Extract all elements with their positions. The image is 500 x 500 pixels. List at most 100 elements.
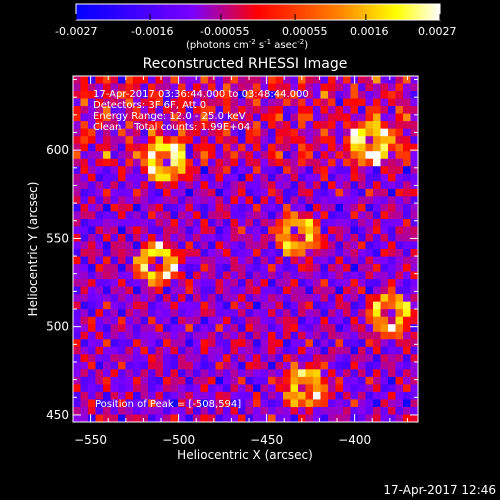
heatmap-cell — [148, 271, 157, 280]
heatmap-cell — [343, 391, 352, 401]
heatmap-cell — [350, 203, 359, 212]
heatmap-cell — [200, 166, 209, 175]
heatmap-cell — [73, 316, 82, 325]
heatmap-cell — [373, 406, 382, 416]
heatmap-cell — [275, 128, 284, 137]
heatmap-cell — [148, 98, 157, 107]
heatmap-cell — [305, 196, 314, 205]
heatmap-cell — [95, 143, 104, 152]
heatmap-cell — [148, 294, 157, 303]
heatmap-cell — [350, 376, 359, 385]
heatmap-cell — [395, 106, 404, 115]
heatmap-cell — [155, 369, 164, 378]
heatmap-cell — [170, 158, 179, 167]
heatmap-cell — [125, 331, 134, 340]
heatmap-cell — [245, 384, 254, 393]
heatmap-cell — [260, 414, 269, 422]
heatmap-cell — [163, 233, 172, 243]
heatmap-cell — [403, 339, 412, 348]
heatmap-cell — [320, 339, 329, 348]
heatmap-cell — [215, 136, 224, 145]
heatmap-cell — [260, 143, 269, 152]
heatmap-cell — [290, 279, 299, 288]
heatmap-cell — [245, 301, 254, 310]
heatmap-cell — [170, 173, 179, 182]
heatmap-cell — [200, 196, 209, 205]
heatmap-cell — [155, 181, 164, 190]
heatmap-cell — [170, 211, 179, 220]
heatmap-cell — [410, 226, 418, 235]
heatmap-cell — [268, 218, 277, 228]
heatmap-cell — [268, 301, 277, 310]
heatmap-cell — [335, 339, 344, 348]
heatmap-cell — [305, 241, 314, 250]
heatmap-cell — [200, 173, 209, 182]
heatmap-cell — [373, 241, 382, 250]
heatmap-cell — [133, 158, 142, 167]
heatmap-cell — [275, 136, 284, 145]
heatmap-cell — [133, 264, 142, 273]
heatmap-cell — [103, 121, 112, 130]
heatmap-cell — [208, 226, 217, 235]
heatmap-cell — [245, 226, 254, 235]
heatmap-cell — [163, 83, 172, 92]
heatmap-cell — [88, 324, 97, 333]
heatmap-cell — [155, 121, 164, 130]
heatmap-cell — [88, 233, 97, 243]
heatmap-cell — [320, 369, 329, 378]
heatmap-cell — [275, 361, 284, 370]
heatmap-cell — [350, 136, 359, 145]
heatmap-cell — [395, 316, 404, 325]
heatmap-cell — [95, 196, 104, 205]
heatmap-cell — [260, 271, 269, 280]
heatmap-cell — [283, 249, 292, 258]
heatmap-cell — [125, 91, 134, 100]
heatmap-cell — [133, 316, 142, 325]
heatmap-cell — [245, 414, 254, 422]
heatmap-cell — [80, 361, 89, 370]
heatmap-cell — [88, 113, 97, 122]
heatmap-cell — [148, 218, 157, 228]
heatmap-cell — [350, 271, 359, 280]
heatmap-cell — [73, 279, 82, 288]
heatmap-cell — [110, 391, 119, 401]
heatmap-cell — [163, 294, 172, 303]
heatmap-cell — [275, 151, 284, 160]
heatmap-cell — [403, 241, 412, 250]
heatmap-cell — [80, 309, 89, 318]
heatmap-cell — [313, 271, 322, 280]
heatmap-cell — [163, 136, 172, 145]
heatmap-cell — [290, 173, 299, 182]
heatmap-cell — [350, 113, 359, 122]
heatmap-cell — [178, 233, 187, 243]
heatmap-cell — [283, 294, 292, 303]
heatmap-cell — [110, 76, 119, 85]
heatmap-cell — [380, 91, 389, 100]
heatmap-cell — [163, 106, 172, 115]
heatmap-cell — [95, 181, 104, 190]
heatmap-cell — [88, 279, 97, 288]
heatmap-cell — [305, 106, 314, 115]
heatmap-cell — [380, 346, 389, 355]
heatmap-cell — [388, 166, 397, 175]
heatmap-cell — [343, 414, 352, 422]
heatmap-cell — [118, 121, 127, 130]
heatmap-cell — [365, 233, 374, 243]
heatmap-cell — [155, 76, 164, 85]
heatmap-cell — [343, 233, 352, 243]
colorbar-tick-label: 0.00055 — [282, 25, 328, 38]
colorbar-tick-label: -0.00055 — [200, 25, 249, 38]
heatmap-cell — [73, 83, 82, 92]
heatmap-cell — [335, 369, 344, 378]
heatmap-cell — [320, 173, 329, 182]
heatmap-cell — [373, 376, 382, 385]
heatmap-cell — [313, 143, 322, 152]
annotation-energy-range: Energy Range: 12.0 - 25.0 keV — [93, 111, 246, 122]
heatmap-cell — [170, 121, 179, 130]
heatmap-cell — [328, 301, 337, 310]
heatmap-cell — [155, 98, 164, 107]
heatmap-cell — [185, 181, 194, 190]
heatmap-cell — [320, 331, 329, 340]
heatmap-cell — [170, 414, 179, 422]
heatmap-cell — [193, 294, 202, 303]
